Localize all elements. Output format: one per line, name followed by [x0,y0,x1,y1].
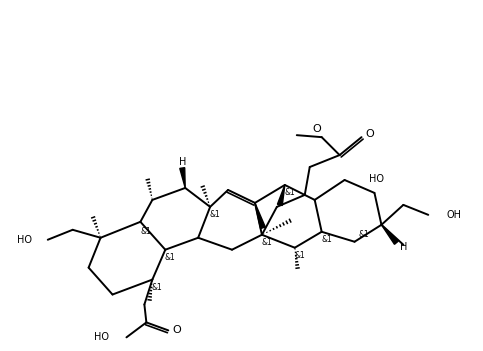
Text: &1: &1 [321,235,332,244]
Polygon shape [180,168,185,188]
Text: &1: &1 [295,251,305,260]
Polygon shape [382,225,398,244]
Text: OH: OH [446,210,461,220]
Text: H: H [399,242,407,252]
Text: HO: HO [17,235,32,245]
Text: &1: &1 [165,253,176,262]
Text: O: O [313,124,321,134]
Text: &1: &1 [140,227,151,236]
Text: &1: &1 [210,210,220,219]
Text: HO: HO [369,174,384,184]
Text: &1: &1 [284,188,295,197]
Text: H: H [179,157,186,167]
Text: &1: &1 [152,283,163,292]
Text: HO: HO [94,332,109,342]
Polygon shape [277,185,285,205]
Text: O: O [172,325,181,336]
Text: &1: &1 [261,238,272,247]
Text: &1: &1 [358,230,369,239]
Text: O: O [365,129,374,139]
Polygon shape [255,203,265,229]
